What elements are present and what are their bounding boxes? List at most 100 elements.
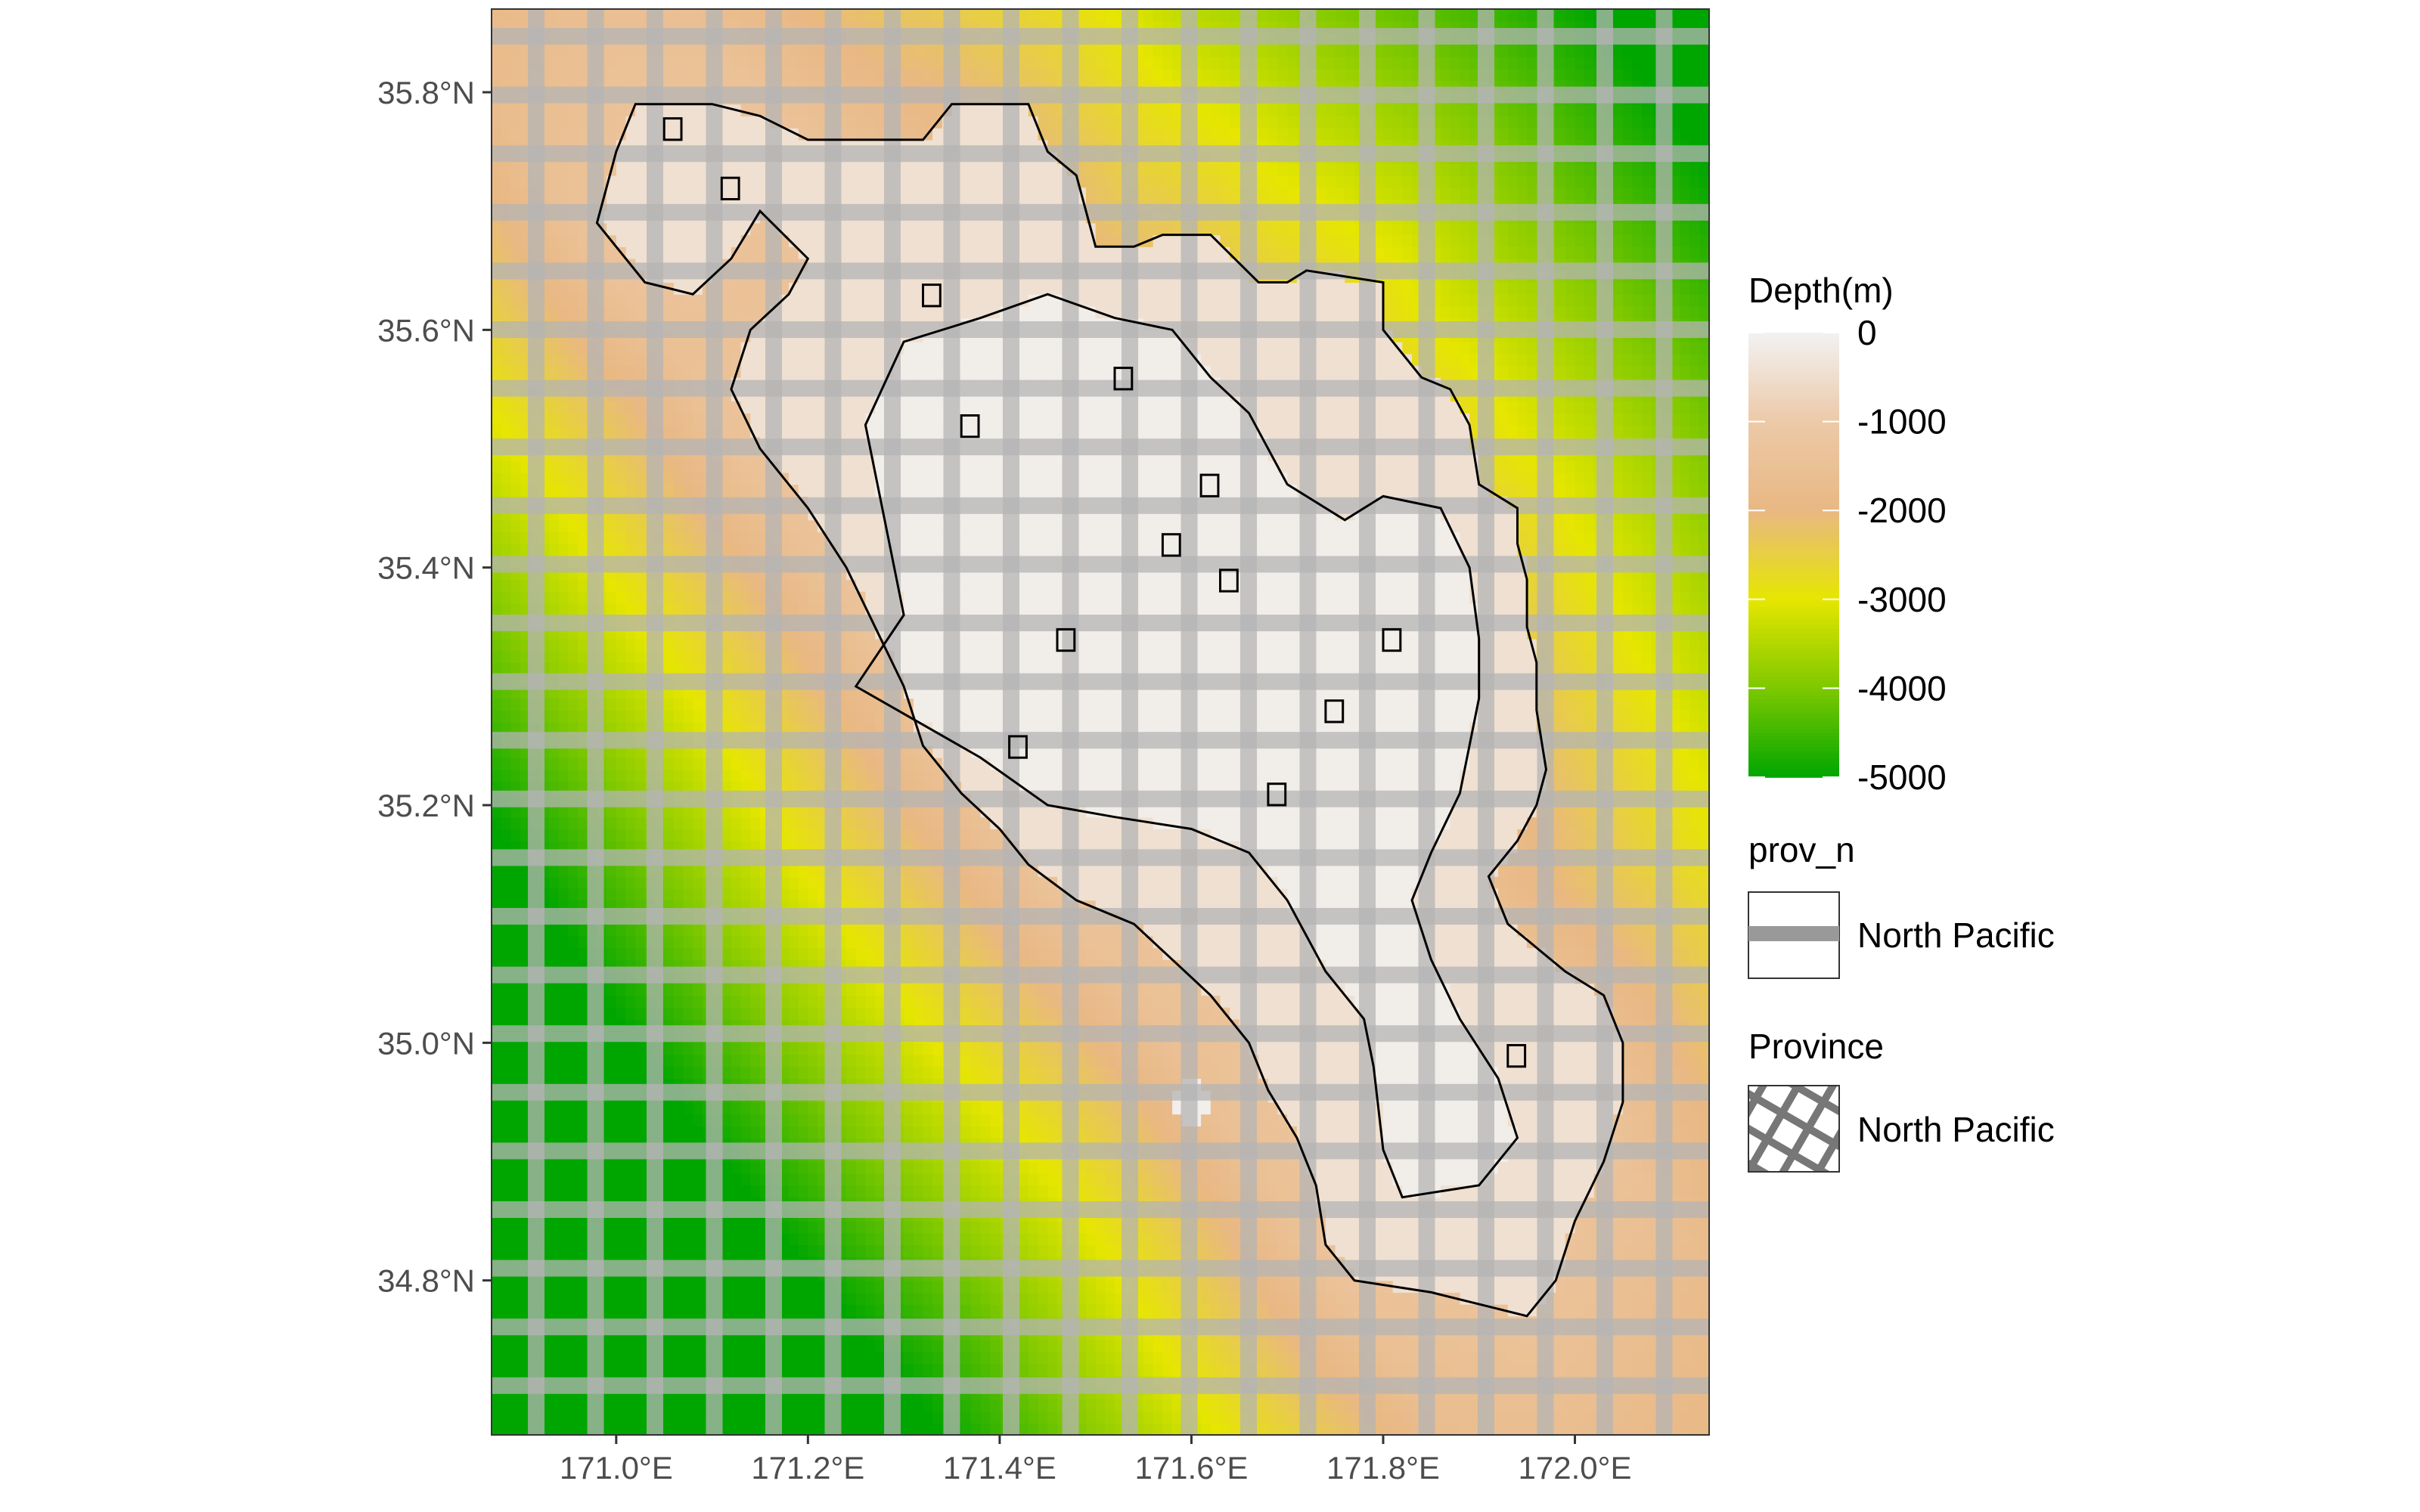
- depth-cell: [607, 805, 617, 818]
- depth-cell: [607, 1185, 617, 1198]
- depth-cell: [693, 1114, 703, 1126]
- depth-cell: [740, 175, 751, 188]
- depth-cell: [510, 758, 521, 770]
- depth-cell: [510, 1411, 521, 1424]
- depth-cell: [501, 68, 511, 81]
- depth-cell: [693, 1066, 703, 1080]
- depth-cell: [520, 1007, 531, 1020]
- depth-cell: [693, 745, 703, 758]
- depth-cell: [549, 9, 560, 22]
- depth-cell: [798, 1411, 808, 1424]
- depth-cell: [808, 745, 818, 758]
- depth-cell: [693, 234, 703, 247]
- depth-cell: [625, 924, 636, 937]
- depth-cell: [789, 1280, 799, 1293]
- depth-cell: [510, 1114, 521, 1126]
- depth-cell: [558, 1340, 569, 1352]
- depth-cell: [846, 1007, 857, 1020]
- depth-cell: [625, 1411, 636, 1424]
- depth-cell: [750, 1101, 761, 1115]
- depth-cell: [578, 1399, 588, 1412]
- depth-cell: [492, 1007, 502, 1020]
- depth-cell: [578, 425, 588, 438]
- depth-cell: [616, 175, 627, 188]
- depth-cell: [510, 1126, 521, 1139]
- depth-cell: [510, 128, 521, 141]
- depth-cell: [808, 722, 818, 735]
- depth-cell: [683, 519, 693, 533]
- depth-cell: [855, 1304, 866, 1317]
- depth-cell: [740, 698, 751, 711]
- depth-cell: [578, 1423, 588, 1435]
- depth-cell: [846, 1066, 857, 1080]
- depth-cell: [865, 342, 876, 355]
- depth-cell: [683, 342, 693, 355]
- depth-cell: [607, 745, 617, 758]
- depth-cell: [568, 68, 579, 81]
- depth-cell: [616, 1280, 627, 1293]
- depth-cell: [865, 995, 876, 1008]
- depth-cell: [520, 519, 531, 533]
- depth-cell: [558, 935, 569, 949]
- depth-cell: [558, 1352, 569, 1365]
- depth-cell: [683, 1221, 693, 1234]
- depth-cell: [693, 342, 703, 355]
- depth-cell: [558, 639, 569, 652]
- depth-cell: [607, 128, 617, 141]
- depth-cell: [750, 1055, 761, 1067]
- depth-cell: [501, 1043, 511, 1055]
- depth-cell: [750, 710, 761, 723]
- depth-cell: [664, 876, 675, 889]
- depth-cell: [693, 758, 703, 770]
- depth-cell: [510, 1066, 521, 1080]
- depth-cell: [616, 294, 627, 307]
- depth-cell: [693, 222, 703, 236]
- depth-cell: [865, 1292, 876, 1305]
- depth-cell: [558, 1173, 569, 1186]
- depth-cell: [625, 1363, 636, 1376]
- depth-cell: [673, 1292, 684, 1305]
- depth-cell: [568, 1363, 579, 1376]
- depth-cell: [798, 1280, 808, 1293]
- depth-cell: [750, 888, 761, 901]
- depth-cell: [750, 246, 761, 259]
- depth-cell: [798, 1244, 808, 1257]
- depth-cell: [501, 104, 511, 116]
- depth-cell: [510, 222, 521, 236]
- depth-cell: [510, 104, 521, 116]
- depth-cell: [616, 234, 627, 247]
- depth-cell: [501, 769, 511, 782]
- depth-cell: [846, 1043, 857, 1055]
- depth-cell: [578, 1185, 588, 1198]
- depth-cell: [510, 413, 521, 426]
- depth-cell: [616, 1066, 627, 1080]
- depth-cell: [808, 876, 818, 889]
- depth-cell: [625, 1043, 636, 1055]
- depth-cell: [520, 294, 531, 307]
- depth-cell: [558, 222, 569, 236]
- depth-cell: [501, 1114, 511, 1126]
- depth-cell: [721, 305, 732, 319]
- depth-cell: [865, 1126, 876, 1139]
- depth-cell: [846, 9, 857, 22]
- depth-cell: [635, 1399, 646, 1412]
- depth-cell: [664, 816, 675, 829]
- depth-cell: [520, 1043, 531, 1055]
- depth-cell: [740, 1352, 751, 1365]
- depth-cell: [568, 710, 579, 723]
- depth-cell: [635, 639, 646, 652]
- depth-cell: [789, 650, 799, 663]
- depth-cell: [875, 1292, 886, 1305]
- depth-cell: [664, 9, 675, 22]
- depth-cell: [731, 472, 742, 485]
- depth-cell: [731, 924, 742, 937]
- depth-cell: [501, 983, 511, 996]
- depth-cell: [875, 294, 886, 307]
- depth-cell: [789, 401, 799, 414]
- depth-cell: [750, 758, 761, 770]
- depth-cell: [789, 947, 799, 960]
- depth-cell: [510, 888, 521, 901]
- depth-cell: [673, 769, 684, 782]
- depth-cell: [855, 365, 866, 378]
- depth-cell: [520, 187, 531, 200]
